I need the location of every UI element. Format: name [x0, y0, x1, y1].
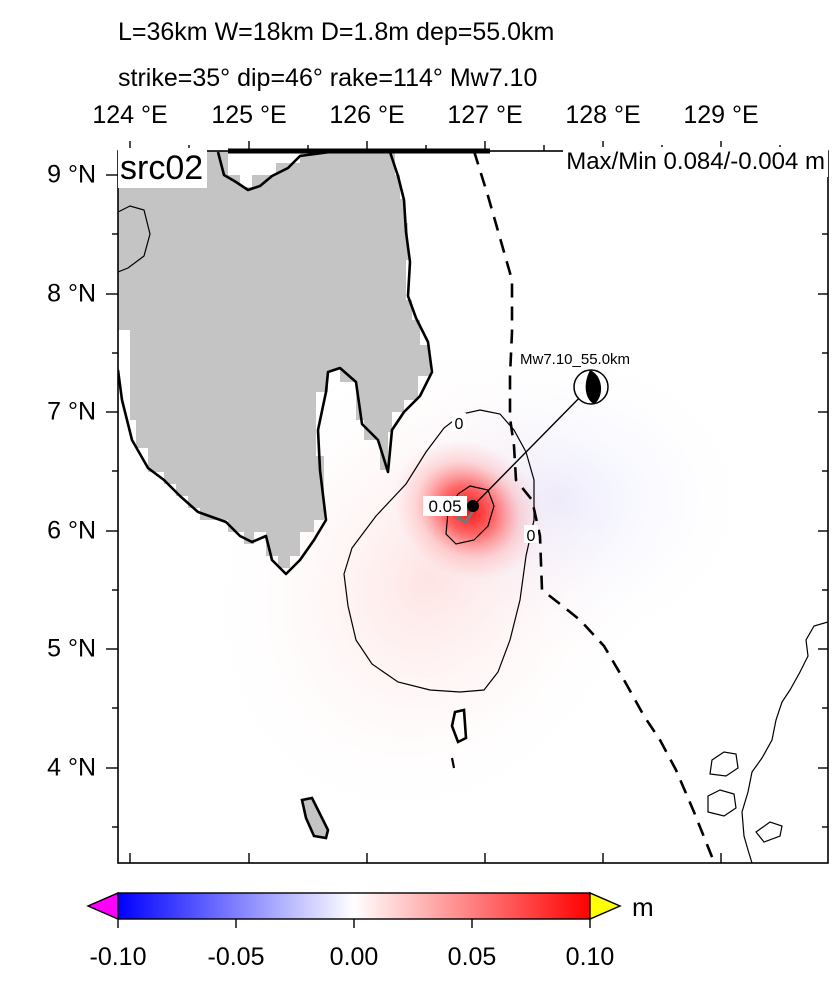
fault-parameters-line1: L=36km W=18km D=1.8m dep=55.0km [118, 18, 555, 46]
lat-label-8: 8 °N [47, 279, 96, 308]
islet-east-2 [707, 789, 737, 817]
event-label: Mw7.10_55.0km [520, 351, 630, 368]
lat-label-9: 9 °N [47, 160, 96, 189]
focal-mechanism-icon [573, 369, 609, 405]
lat-label-7: 7 °N [47, 397, 96, 426]
lat-label-6: 6 °N [47, 516, 96, 545]
lon-label-128: 128 °E [565, 101, 641, 129]
lon-label-126: 126 °E [329, 101, 405, 129]
contour-label-005: 0.05 [428, 497, 461, 516]
lat-label-4: 4 °N [47, 753, 96, 782]
uplift-lobe [393, 439, 543, 581]
coastline-east [741, 621, 828, 863]
colorbar-tick-label-zero: 0.00 [329, 943, 379, 971]
lon-label-127: 127 °E [447, 101, 523, 129]
source-label: src02 [118, 148, 208, 188]
contour-label-zero-east: 0 [527, 528, 536, 545]
lat-label-5: 5 °N [47, 634, 96, 663]
colorbar-under-triangle [86, 891, 119, 921]
island-3 [450, 757, 456, 769]
island-2 [450, 708, 468, 744]
fault-parameters-line2: strike=35° dip=46° rake=114° Mw7.10 [118, 64, 538, 92]
leader-line [472, 386, 591, 507]
max-min-label: Max/Min 0.084/-0.004 m [563, 147, 828, 177]
colorbar-tick-label-neg: -0.05 [207, 943, 265, 971]
colorbar-scale [117, 892, 591, 920]
islet-east-1 [709, 751, 739, 777]
land-mindanao [118, 151, 430, 568]
contour-label-zero-north: 0 [455, 416, 464, 433]
colorbar-tick-label-max: 0.10 [565, 943, 615, 971]
trench-line [472, 151, 716, 863]
coastline-west [118, 205, 151, 273]
lon-label-124: 124 °E [92, 101, 168, 129]
epicenter-marker [467, 500, 479, 512]
colorbar-tick-label-pos: 0.05 [447, 943, 497, 971]
island-1 [300, 796, 330, 840]
lon-label-129: 129 °E [683, 101, 759, 129]
colorbar-tick-label-min: -0.10 [89, 943, 147, 971]
contour-zero [343, 409, 535, 693]
colorbar-unit: m [632, 892, 654, 922]
lon-label-125: 125 °E [211, 101, 287, 129]
colorbar [86, 891, 622, 928]
colorbar-over-triangle [589, 891, 622, 921]
islet-east-3 [755, 821, 783, 843]
